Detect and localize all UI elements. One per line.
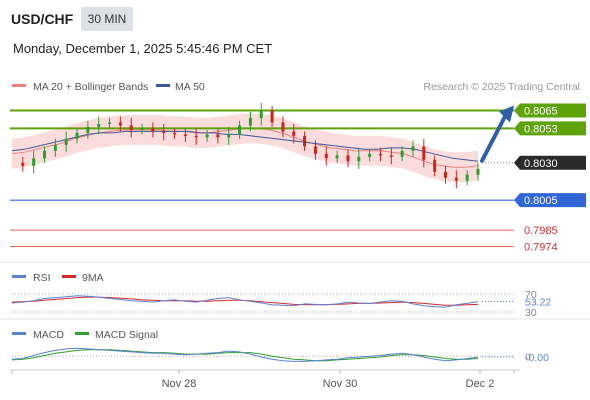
candle-body: [335, 155, 339, 159]
candle-body: [357, 156, 361, 162]
candle-body: [324, 153, 328, 159]
candle-body: [194, 135, 198, 138]
legend-macd-swatch: [12, 332, 26, 335]
macd-zero-label: 0: [525, 351, 531, 363]
legend-rsi-label: RSI: [33, 272, 51, 284]
legend-macd-signal-label: MACD Signal: [95, 329, 158, 341]
level-label-0.7985: 0.7985: [524, 225, 558, 237]
macd-signal-line: [11, 349, 479, 362]
candle-body: [313, 146, 317, 154]
candle-body: [64, 138, 68, 145]
candle-body: [162, 131, 166, 133]
timeframe-button[interactable]: 30 MIN: [81, 7, 133, 31]
rsi-line: [11, 295, 479, 308]
level-label-0.8005: 0.8005: [524, 195, 558, 207]
candle-body: [108, 122, 112, 124]
legend-ma20-swatch: [12, 84, 26, 87]
candle-body: [378, 153, 382, 156]
legend-macd-label: MACD: [33, 329, 64, 341]
x-axis: Nov 28 Nov 30 Dec 2: [10, 369, 520, 390]
legend-9ma-swatch: [62, 275, 76, 278]
legend-ma50-label: MA 50: [175, 81, 205, 93]
x-tick-label: Nov 28: [162, 378, 197, 390]
rsi-current-label: 53.22: [525, 297, 551, 309]
candle-body: [97, 123, 101, 127]
symbol-title: USD/CHF: [11, 11, 74, 27]
candle-body: [443, 171, 447, 178]
level-label-0.8065: 0.8065: [524, 105, 558, 117]
candle-body: [411, 146, 415, 151]
level-label-0.8053: 0.8053: [524, 123, 558, 135]
rsi-legend: RSI 9MA: [12, 272, 104, 284]
macd-pane: 0-0.00: [11, 347, 549, 364]
macd-current-label: -0.00: [525, 352, 549, 364]
rsi-tick-30: 30: [525, 307, 537, 319]
rsi-9ma-line: [11, 296, 479, 306]
candle-body: [53, 144, 57, 151]
legend-ma50-swatch: [156, 84, 170, 87]
forecast-arrow-head: [499, 105, 514, 123]
level-tag-0.8005: [514, 193, 586, 208]
candle-body: [32, 158, 36, 166]
candle-body: [151, 128, 155, 132]
candle-body: [86, 126, 90, 133]
candle-body: [292, 131, 296, 136]
candle-body: [259, 110, 263, 118]
candle-body: [173, 132, 177, 135]
level-label-0.8030: 0.8030: [524, 158, 558, 170]
candle-body: [21, 162, 25, 166]
credit-label: Research © 2025 Trading Central: [423, 81, 580, 93]
macd-legend: MACD MACD Signal: [12, 329, 158, 341]
candle-body: [281, 122, 285, 132]
candle-body: [238, 125, 242, 135]
legend-9ma-label: 9MA: [82, 272, 104, 284]
bollinger-band-area: [12, 113, 478, 183]
candle-body: [270, 110, 274, 123]
candle-body: [183, 134, 187, 136]
price-pane: 0.8065 0.8053 0.8030 0.8005 0.7985 0.7974: [10, 102, 586, 254]
candle-body: [227, 134, 231, 138]
legend-macd-signal-swatch: [75, 332, 89, 335]
candle-body: [389, 155, 393, 157]
candle-body: [368, 153, 372, 157]
candle-body: [129, 125, 133, 130]
rsi-tick-70: 70: [525, 289, 537, 301]
candle-body: [248, 117, 252, 126]
candle-body: [75, 132, 79, 139]
legend-ma20-label: MA 20 + Bollinger Bands: [33, 81, 148, 93]
level-label-0.7974: 0.7974: [524, 242, 558, 254]
level-tag-0.8065: [514, 103, 586, 118]
main-legend: MA 20 + Bollinger Bands MA 50 Research ©…: [12, 81, 580, 93]
x-tick-label: Nov 30: [323, 378, 358, 390]
candle-body: [216, 134, 220, 138]
candle-body: [303, 135, 307, 147]
level-tag-0.8053: [514, 121, 586, 136]
candle-body: [465, 174, 469, 181]
candle-body: [346, 155, 350, 162]
candle-body: [454, 177, 458, 181]
candle-body: [205, 134, 209, 138]
macd-line: [11, 347, 479, 362]
candle-body: [422, 146, 426, 160]
chart-header: USD/CHF 30 MIN Monday, December 1, 2025 …: [0, 0, 590, 70]
ma50-line: [11, 130, 479, 162]
level-tag-0.8030: [514, 155, 586, 170]
candle-body: [476, 168, 480, 175]
candle-body: [400, 150, 404, 157]
candle-body: [118, 122, 122, 126]
candle-body: [43, 150, 47, 159]
candle-body: [433, 159, 437, 172]
forecast-arrow-shaft: [480, 114, 507, 163]
datetime-label: Monday, December 1, 2025 5:45:46 PM CET: [13, 41, 273, 56]
x-tick-label: Dec 2: [466, 378, 495, 390]
legend-rsi-swatch: [12, 275, 26, 278]
candle-body: [140, 128, 144, 130]
